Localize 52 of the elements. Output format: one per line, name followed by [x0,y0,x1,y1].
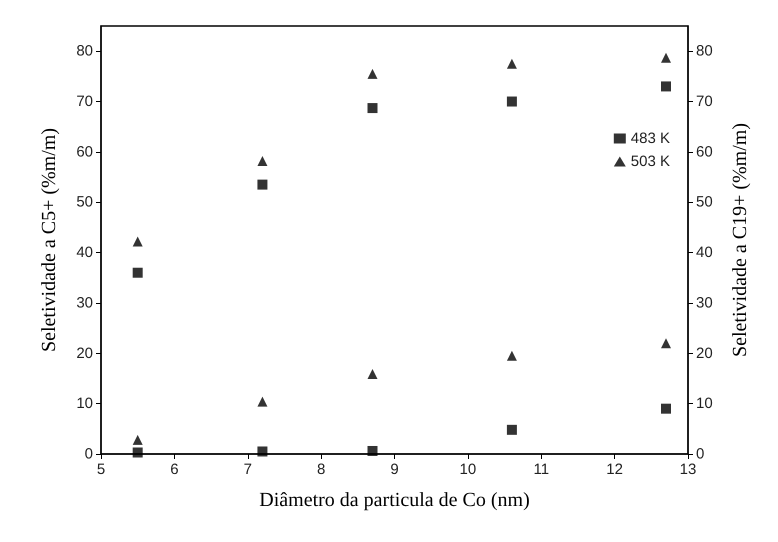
point [132,236,143,247]
x-tick-label: 8 [316,461,326,478]
y2-tick-label: 70 [696,93,713,110]
y-tick-label: 50 [76,194,93,211]
y-axis-title: Seletividade a C5+ (%m/m) [38,128,60,352]
point [132,447,143,458]
point [506,350,517,361]
point [506,96,517,107]
point [367,446,378,456]
legend-label: 503 K [630,153,670,170]
point [660,404,671,414]
point [660,338,671,348]
point [506,424,517,435]
point [257,156,268,166]
y-tick-label: 0 [84,446,93,462]
x-tick-label: 12 [606,461,623,478]
y-tick-label: 10 [76,395,93,412]
x-tick-label: 5 [96,461,106,478]
y2-tick-label: 20 [696,344,713,362]
y2-tick-label: 30 [696,294,713,312]
y-tick-label: 20 [76,344,93,362]
point [660,52,671,63]
legend-label: 483 K [630,130,670,147]
x-tick-label: 9 [390,461,399,478]
x-tick-label: 7 [244,461,252,478]
y-tick-label: 70 [76,93,93,110]
x-tick-label: 11 [533,461,550,478]
x-tick-label: 6 [170,461,179,478]
y-tick-label: 40 [76,244,93,262]
point [367,68,378,79]
y2-axis-title: Seletividade a C19+ (%m/m) [729,122,751,358]
point [257,396,268,407]
y-tick-label: 60 [76,143,93,160]
x-axis-title: Diâmetro da particula de Co (nm) [259,489,530,511]
point [367,368,378,379]
point [257,446,268,456]
point [257,180,268,190]
y2-tick-label: 80 [696,42,713,60]
point [132,268,143,278]
y2-tick-label: 10 [696,395,713,412]
y2-tick-label: 50 [696,194,713,211]
y-tick-label: 80 [76,42,93,60]
point [367,103,378,114]
point [132,434,143,445]
y-tick-label: 30 [76,294,93,312]
x-tick-label: 10 [460,461,476,478]
x-tick-label: 13 [680,461,696,478]
point [660,81,671,92]
point [506,58,517,69]
y2-tick-label: 40 [696,244,713,262]
y2-tick-label: 0 [696,446,704,462]
y2-tick-label: 60 [696,143,713,160]
